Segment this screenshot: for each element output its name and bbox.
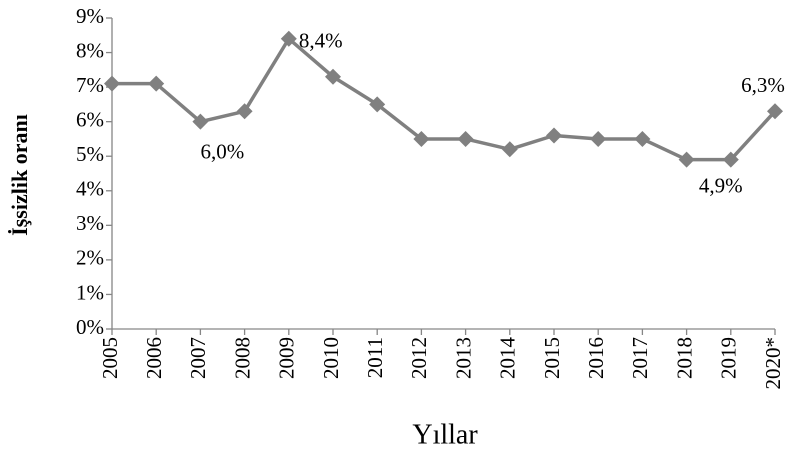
x-tick-label: 2020*	[761, 337, 785, 390]
marker	[369, 96, 386, 113]
x-tick-label: 2007	[186, 337, 210, 379]
y-tick-label: 8%	[76, 38, 104, 62]
x-tick-label: 2009	[275, 337, 299, 379]
x-tick-label: 2019	[717, 337, 741, 379]
y-tick-label: 3%	[76, 211, 104, 235]
y-tick-label: 9%	[76, 4, 104, 28]
data-label: 8,4%	[299, 29, 343, 53]
y-tick-label: 4%	[76, 177, 104, 201]
marker	[280, 30, 297, 47]
x-tick-label: 2014	[496, 337, 520, 380]
data-label: 4,9%	[699, 173, 743, 197]
marker	[678, 151, 695, 168]
marker	[413, 130, 430, 147]
x-tick-label: 2011	[363, 337, 387, 378]
marker	[104, 75, 120, 92]
x-tick-label: 2013	[451, 337, 475, 379]
x-tick-label: 2010	[319, 337, 343, 379]
y-tick-label: 6%	[76, 107, 104, 131]
y-tick-label: 0%	[76, 315, 104, 339]
marker	[325, 68, 341, 85]
marker	[501, 141, 518, 158]
y-tick-label: 1%	[76, 280, 104, 304]
line	[112, 36, 777, 162]
y-tick-label: 7%	[76, 73, 104, 97]
y-axis-title: İşsizlik oranı	[7, 114, 32, 236]
marker	[634, 130, 651, 147]
marker	[722, 151, 739, 168]
marker	[590, 130, 607, 147]
y-tick-label: 2%	[76, 246, 104, 270]
marker	[457, 130, 474, 147]
x-tick-label: 2005	[98, 337, 122, 379]
marker	[148, 75, 165, 92]
marker	[767, 103, 783, 120]
x-tick-label: 2006	[142, 337, 166, 379]
x-tick-label: 2016	[584, 337, 608, 379]
x-axis-title: Yıllar	[412, 419, 478, 450]
data-label: 6,0%	[201, 139, 245, 163]
data-label: 6,3%	[741, 73, 785, 97]
x-tick-label: 2012	[407, 337, 431, 379]
marker	[192, 113, 209, 130]
x-tick-label: 2008	[230, 337, 254, 379]
x-tick-label: 2017	[628, 337, 652, 379]
marker	[546, 127, 562, 144]
x-tick-label: 2015	[540, 337, 564, 379]
y-tick-label: 5%	[76, 142, 104, 166]
marker	[236, 103, 253, 120]
x-tick-label: 2018	[672, 337, 696, 379]
